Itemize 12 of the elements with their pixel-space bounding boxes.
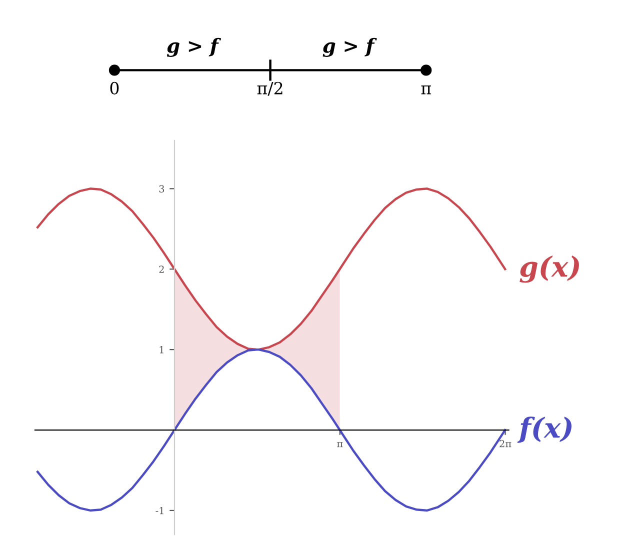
text: g > f	[166, 38, 222, 57]
series-label: g(x)	[520, 255, 579, 283]
x-tick-label: 2π	[500, 440, 512, 448]
y-tick-label: 1	[160, 346, 164, 354]
text: 0	[110, 82, 119, 94]
text: g > f	[322, 38, 377, 57]
text: π	[421, 86, 431, 94]
y-tick-label: -1	[156, 506, 164, 514]
y-tick-label: 3	[159, 185, 164, 192]
y-tick-label: 2	[159, 266, 164, 273]
series-label: f(x)	[517, 416, 572, 443]
text: π/2	[257, 82, 282, 96]
